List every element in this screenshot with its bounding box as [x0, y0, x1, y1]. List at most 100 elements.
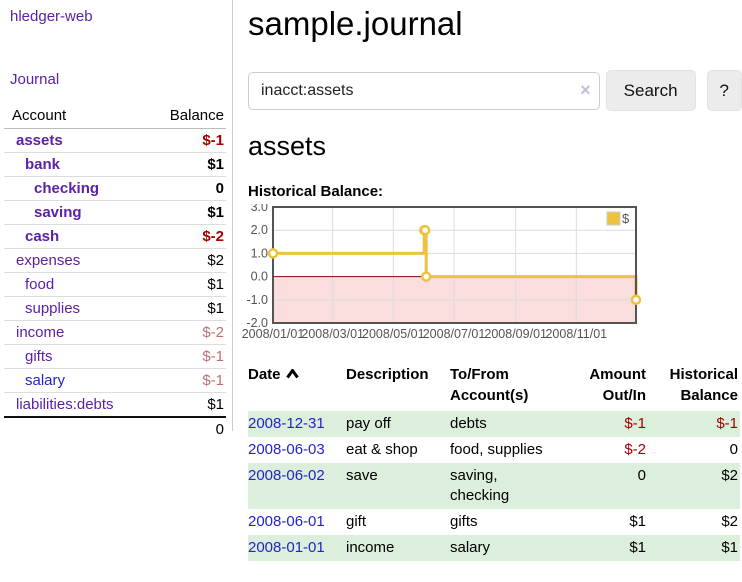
svg-text:-2.0: -2.0	[246, 316, 268, 330]
account-link-food[interactable]: food	[25, 276, 55, 293]
transaction-accounts: saving, checking	[450, 467, 510, 504]
account-cell: gifts	[4, 344, 144, 369]
transaction-amount: $1	[629, 513, 646, 530]
account-balance: $1	[143, 392, 226, 418]
transaction-accounts: gifts	[450, 513, 478, 530]
account-row: bank $1	[4, 152, 226, 177]
register-header-row: Date Description To/From Account(s) Amou…	[248, 362, 740, 411]
account-row: food $1	[4, 272, 226, 297]
accounts-header-row: Account Balance	[4, 105, 226, 129]
account-link-salary[interactable]: salary	[25, 372, 66, 389]
transaction-row: 2008-06-01 gift gifts $1 $2	[248, 509, 740, 535]
clear-search-icon[interactable]: ×	[580, 79, 591, 100]
sidebar-item-journal[interactable]: Journal	[10, 71, 60, 88]
transaction-amount: $-2	[624, 441, 646, 458]
register-header-balance: Historical Balance	[669, 366, 738, 404]
transaction-date-link[interactable]: 2008-06-01	[248, 513, 325, 530]
account-link-gifts[interactable]: gifts	[25, 348, 53, 365]
balance-chart-svg: $3.0 2.0 1.0 0.0 -1.0 -2.02008/01/012008/03/0…	[242, 200, 642, 341]
account-row: income $-2	[4, 320, 226, 345]
help-button[interactable]: ?	[706, 70, 742, 111]
account-cell: supplies	[4, 296, 144, 321]
account-balance: $-2	[143, 224, 226, 249]
svg-text:2008/01/01: 2008/01/01	[242, 327, 305, 341]
account-cell: liabilities:debts	[4, 392, 144, 418]
account-row: supplies $1	[4, 296, 226, 321]
svg-text:0.0: 0.0	[251, 270, 268, 284]
transaction-row: 2008-12-31 pay off debts $-1 $-1	[248, 411, 740, 437]
register-header-date[interactable]: Date	[248, 362, 346, 411]
account-link-saving[interactable]: saving	[34, 204, 82, 221]
transaction-description: eat & shop	[346, 441, 418, 458]
account-balance: $1	[143, 272, 226, 297]
account-link-cash[interactable]: cash	[25, 228, 60, 245]
app-title-link[interactable]: hledger-web	[10, 8, 93, 25]
accounts-table: Account Balance assets $-1 bank $1 checking 0…	[4, 105, 226, 441]
account-balance: $-2	[143, 320, 226, 345]
accounts-total-value: 0	[143, 416, 226, 441]
sidebar: hledger-web Journal Account Balance asse…	[0, 0, 233, 441]
svg-text:1.0: 1.0	[251, 246, 268, 260]
account-link-liabilities-debts[interactable]: liabilities:debts	[16, 396, 114, 413]
account-link-bank[interactable]: bank	[25, 156, 61, 173]
account-row: saving $1	[4, 200, 226, 225]
account-balance: $-1	[143, 128, 226, 153]
account-row: gifts $-1	[4, 344, 226, 369]
transaction-date-link[interactable]: 2008-06-02	[248, 467, 325, 484]
account-link-supplies[interactable]: supplies	[25, 300, 81, 317]
transaction-balance: $1	[721, 539, 738, 556]
transaction-date-link[interactable]: 2008-06-03	[248, 441, 325, 458]
account-row: checking 0	[4, 176, 226, 201]
transaction-row: 2008-06-03 eat & shop food, supplies $-2 0	[248, 437, 740, 463]
register-header-date-label: Date	[248, 366, 281, 383]
accounts-header-balance: Balance	[143, 105, 226, 129]
account-cell: income	[4, 320, 144, 345]
transaction-date-cell: 2008-06-01	[248, 509, 346, 535]
legend-label: $	[622, 211, 630, 226]
account-cell: expenses	[4, 248, 144, 273]
account-heading: assets	[248, 131, 327, 161]
search-button[interactable]: Search	[605, 70, 696, 111]
transaction-date-cell: 2008-06-03	[248, 437, 346, 463]
transaction-description: gift	[346, 513, 367, 530]
account-balance: $-1	[143, 368, 226, 393]
register-table: Date Description To/From Account(s) Amou…	[248, 362, 740, 561]
account-cell: assets	[4, 128, 144, 153]
account-cell: food	[4, 272, 144, 297]
transaction-description: pay off	[346, 415, 391, 432]
transaction-accounts: food, supplies	[450, 441, 543, 458]
account-row: expenses $2	[4, 248, 226, 273]
account-cell: saving	[4, 200, 144, 225]
main-content: sample.journal × Search ? assets Histori…	[242, 0, 742, 561]
account-balance: 0	[143, 176, 226, 201]
account-link-expenses[interactable]: expenses	[16, 252, 81, 269]
account-balance: $1	[143, 152, 226, 177]
accounts-total-spacer	[4, 416, 144, 441]
register-header-accounts: To/From Account(s)	[450, 366, 529, 404]
svg-text:2008/09/01: 2008/09/01	[484, 327, 547, 341]
transaction-balance: $2	[721, 513, 738, 530]
account-link-income[interactable]: income	[16, 324, 65, 341]
account-link-checking[interactable]: checking	[34, 180, 100, 197]
account-cell: cash	[4, 224, 144, 249]
transaction-date-link[interactable]: 2008-12-31	[248, 415, 325, 432]
svg-text:2008/03/01: 2008/03/01	[301, 327, 364, 341]
transaction-balance: 0	[729, 441, 738, 458]
svg-text:2008/11/01: 2008/11/01	[545, 327, 607, 341]
legend-swatch	[606, 211, 621, 226]
search-input[interactable]	[248, 71, 600, 110]
account-cell: checking	[4, 176, 144, 201]
account-balance: $-1	[143, 344, 226, 369]
account-row: salary $-1	[4, 368, 226, 393]
register-header-description: Description	[346, 366, 429, 383]
svg-text:2008/05/01: 2008/05/01	[362, 327, 425, 341]
historical-balance-chart: $3.0 2.0 1.0 0.0 -1.0 -2.0 2008/01/01 2008/03/0…	[241, 200, 742, 348]
transaction-row: 2008-01-01 income salary $1 $1	[248, 535, 740, 561]
svg-text:-1.0: -1.0	[246, 293, 268, 307]
search-box: ×	[248, 71, 600, 110]
transaction-date-link[interactable]: 2008-01-01	[248, 539, 325, 556]
svg-text:3.0: 3.0	[251, 204, 268, 214]
transaction-date-cell: 2008-12-31	[248, 411, 346, 437]
account-link-assets[interactable]: assets	[16, 132, 63, 149]
accounts-total-row: 0	[4, 416, 226, 441]
